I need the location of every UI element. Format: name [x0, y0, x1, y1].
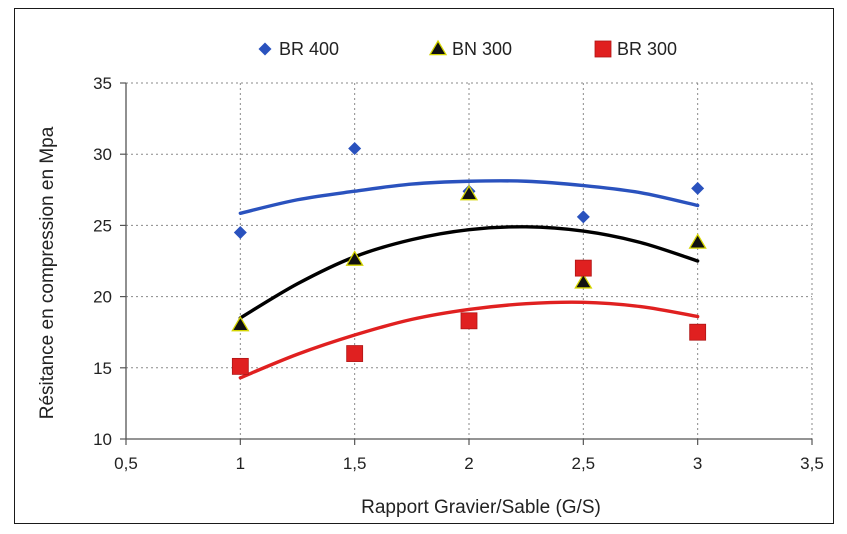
grid [126, 82, 813, 439]
data-point-bn-300 [688, 233, 707, 249]
legend-label-br-400: BR 400 [279, 39, 339, 59]
axes [120, 82, 813, 445]
y-tick-label: 20 [93, 288, 112, 307]
data-point-br-400 [348, 142, 362, 156]
data-point-bn-300 [231, 315, 250, 332]
y-tick-label: 30 [93, 145, 112, 164]
x-axis-title: Rapport Gravier/Sable (G/S) [361, 497, 601, 518]
trend-line-br-300 [238, 300, 700, 380]
x-tick-label: 2 [464, 454, 473, 473]
x-tick-label: 2,5 [572, 454, 596, 473]
trend-lines [238, 179, 700, 380]
y-tick-label: 15 [93, 359, 112, 378]
y-tick-label: 10 [93, 430, 112, 449]
legend-marker-br-300 [594, 40, 612, 58]
x-tick-labels: 0,5 1 1,5 2 2,5 3 3,5 [114, 454, 824, 473]
legend-marker-br-400 [258, 42, 272, 56]
data-point-br-300 [574, 259, 592, 277]
chart-frame: 0,5 1 1,5 2 2,5 3 3,5 10 15 20 25 30 35 BR 400 BN 30… [14, 8, 834, 524]
data-point-bn-300 [574, 273, 593, 289]
x-tick-label: 1,5 [343, 454, 367, 473]
y-tick-label: 25 [93, 216, 112, 235]
data-point-br-300 [346, 345, 364, 362]
data-point-br-300 [689, 323, 707, 341]
legend-label-bn-300: BN 300 [452, 39, 512, 59]
legend-marker-bn-300 [428, 39, 448, 56]
data-point-br-300 [231, 357, 249, 375]
chart: 0,5 1 1,5 2 2,5 3 3,5 10 15 20 25 30 35 BR 400 BN 30… [37, 39, 824, 518]
legend: BR 400 BN 300 BR 300 [258, 39, 677, 59]
y-tick-label: 35 [93, 74, 112, 93]
data-point-br-400 [691, 181, 705, 195]
x-tick-label: 1 [236, 454, 245, 473]
markers [231, 142, 707, 375]
x-tick-label: 3 [693, 454, 702, 473]
data-point-br-300 [460, 312, 478, 330]
data-point-bn-300 [459, 184, 479, 201]
trend-line-br-400 [238, 179, 700, 215]
y-axis-title: Résitance en compression en Mpa [37, 126, 58, 419]
y-tick-labels: 10 15 20 25 30 35 [93, 74, 112, 449]
x-tick-label: 0,5 [114, 454, 138, 473]
x-tick-label: 3,5 [800, 454, 824, 473]
legend-label-br-300: BR 300 [617, 39, 677, 59]
data-point-bn-300 [345, 250, 364, 266]
trend-line-bn-300 [238, 225, 700, 320]
data-point-br-400 [233, 226, 247, 240]
data-point-br-400 [576, 210, 590, 224]
